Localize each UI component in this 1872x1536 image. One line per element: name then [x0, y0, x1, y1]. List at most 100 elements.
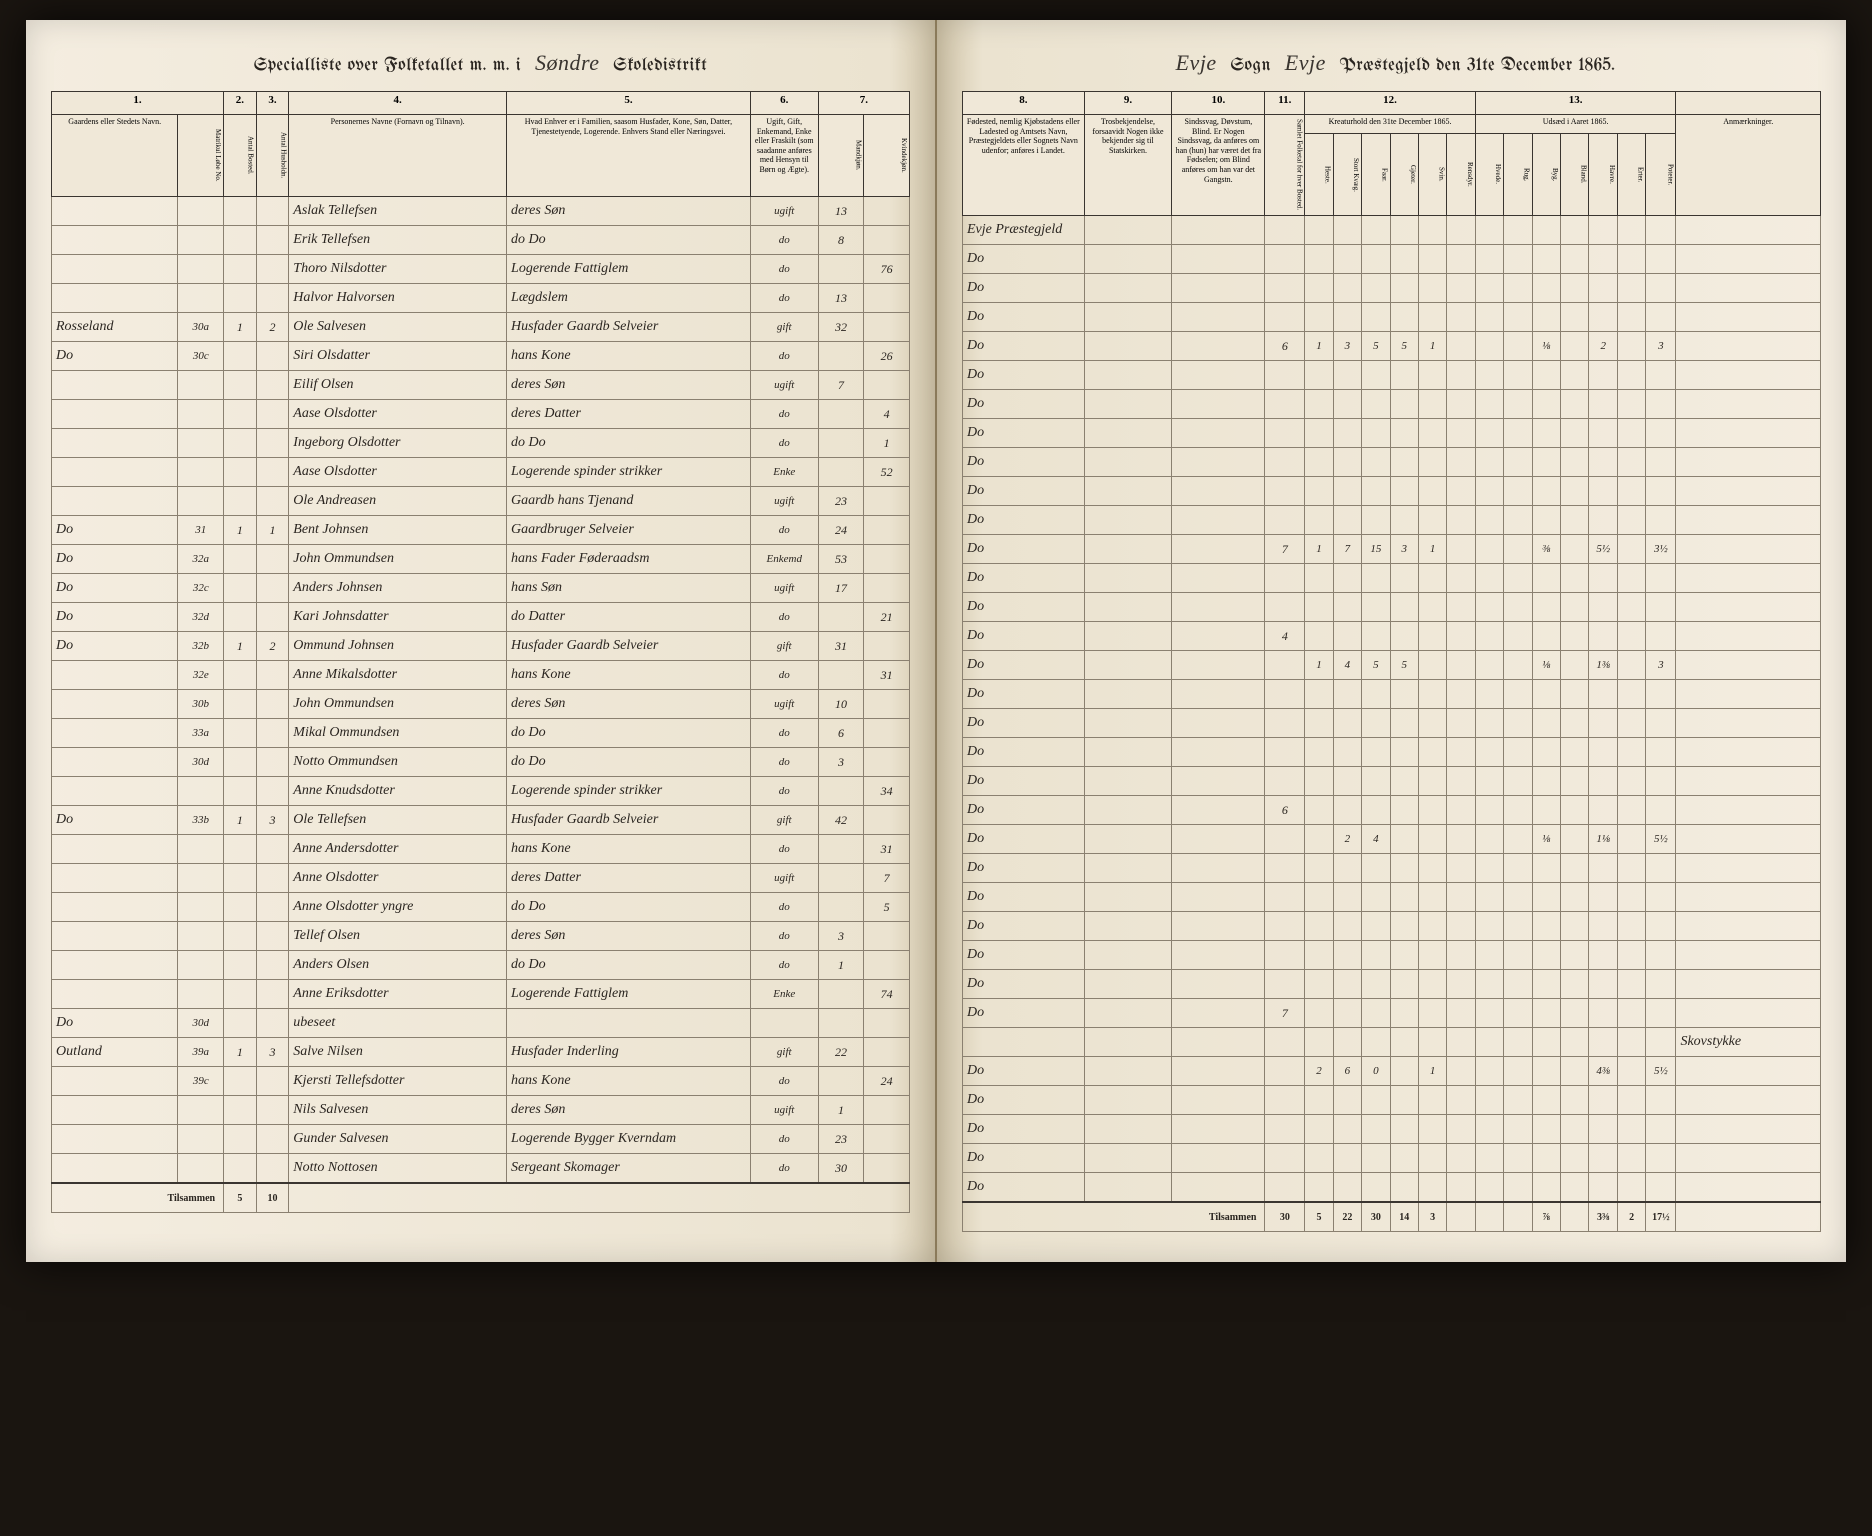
table-row: Do1455⅛1⅜3: [963, 651, 1821, 680]
udsaed-cell: 5½: [1589, 535, 1617, 564]
kreatur-cell: 5: [1362, 332, 1390, 361]
birth-cell: Do: [963, 622, 1085, 651]
age-f-cell: 52: [864, 458, 910, 487]
tu5: 2: [1617, 1202, 1645, 1232]
udsaed-cell: [1532, 941, 1560, 970]
kreatur-cell: 1: [1418, 1057, 1446, 1086]
col7b-label: Kvindekjøn.: [864, 115, 910, 197]
remarks-cell: [1676, 361, 1821, 390]
hh-cell: [256, 255, 289, 284]
left-table: 1. 2. 3. 4. 5. 6. 7. Gaardens eller Sted…: [51, 91, 910, 1213]
udsaed-cell: [1504, 216, 1532, 245]
remarks-cell: [1676, 941, 1821, 970]
disability-cell: [1172, 1144, 1265, 1173]
kreatur-cell: [1305, 593, 1333, 622]
kreatur-cell: [1390, 506, 1418, 535]
kreatur-cell: [1362, 970, 1390, 999]
mat-cell: [178, 458, 224, 487]
kreatur-cell: [1305, 1173, 1333, 1203]
udsaed-cell: [1532, 1086, 1560, 1115]
udsaed-cell: [1561, 738, 1589, 767]
kreatur-cell: [1447, 622, 1475, 651]
faith-cell: [1084, 419, 1172, 448]
civil-cell: ugift: [750, 487, 818, 516]
name-cell: Notto Nottosen: [289, 1154, 507, 1184]
civil-cell: do: [750, 255, 818, 284]
kreatur-cell: [1447, 361, 1475, 390]
udsaed-cell: [1589, 593, 1617, 622]
udsaed-cell: [1646, 796, 1676, 825]
kreatur-cell: [1447, 999, 1475, 1028]
udsaed-cell: [1504, 535, 1532, 564]
gaard-cell: Rosseland: [52, 313, 178, 342]
udsaed-cell: [1475, 448, 1503, 477]
faith-cell: [1084, 535, 1172, 564]
kreatur-cell: [1305, 245, 1333, 274]
faith-cell: [1084, 970, 1172, 999]
remarks-cell: [1676, 1115, 1821, 1144]
civil-cell: do: [750, 1067, 818, 1096]
role-cell: hans Kone: [507, 342, 751, 371]
kreatur-cell: [1305, 709, 1333, 738]
kreatur-cell: [1305, 1086, 1333, 1115]
total-cell: [1265, 1115, 1305, 1144]
udsaed-cell: [1617, 825, 1645, 854]
kreatur-cell: [1333, 738, 1361, 767]
udsaed-cell: [1646, 1173, 1676, 1203]
udsaed-cell: [1532, 245, 1560, 274]
kreatur-cell: [1447, 651, 1475, 680]
udsaed-cell: [1561, 854, 1589, 883]
table-row: Do: [963, 738, 1821, 767]
udsaed-cell: [1646, 941, 1676, 970]
age-m-cell: 53: [818, 545, 864, 574]
name-cell: Erik Tellefsen: [289, 226, 507, 255]
kreatur-cell: [1418, 999, 1446, 1028]
kreatur-cell: [1418, 680, 1446, 709]
udsaed-cell: [1504, 390, 1532, 419]
kreatur-cell: [1418, 303, 1446, 332]
kreatur-cell: [1362, 361, 1390, 390]
mat-cell: [178, 777, 224, 806]
remarks-cell: [1676, 912, 1821, 941]
faith-cell: [1084, 274, 1172, 303]
kreatur-cell: [1333, 1115, 1361, 1144]
gaard-cell: [52, 255, 178, 284]
udsaed-cell: [1617, 709, 1645, 738]
hh-cell: [256, 574, 289, 603]
udsaed-cell: [1532, 477, 1560, 506]
kreatur-cell: 3: [1390, 535, 1418, 564]
kreatur-cell: [1447, 1057, 1475, 1086]
udsaed-cell: [1475, 1115, 1503, 1144]
udsaed-cell: ⅛: [1532, 825, 1560, 854]
age-m-cell: [818, 893, 864, 922]
birth-cell: Do: [963, 564, 1085, 593]
udsaed-cell: [1561, 709, 1589, 738]
udsaed-cell: [1532, 767, 1560, 796]
udsaed-cell: [1617, 1086, 1645, 1115]
gaard-cell: [52, 748, 178, 777]
faith-cell: [1084, 1028, 1172, 1057]
udsaed-cell: ⅛: [1532, 651, 1560, 680]
left-header: Specialliste over Folketallet m. m. i Sø…: [51, 50, 910, 76]
age-m-cell: [818, 429, 864, 458]
praeste-name: Evje: [1277, 50, 1334, 75]
udsaed-cell: [1617, 564, 1645, 593]
disability-cell: [1172, 738, 1265, 767]
table-row: Erik Tellefsendo Dodo8: [52, 226, 910, 255]
hh-cell: [256, 1125, 289, 1154]
hh-cell: [256, 1154, 289, 1184]
kreatur-cell: [1305, 883, 1333, 912]
mat-cell: 32b: [178, 632, 224, 661]
name-cell: Anne Eriksdotter: [289, 980, 507, 1009]
table-row: Anne Olsdotterderes Datterugift7: [52, 864, 910, 893]
birth-cell: [963, 1028, 1085, 1057]
kreatur-cell: [1390, 1115, 1418, 1144]
hh-cell: 2: [256, 313, 289, 342]
col5-label: Hvad Enhver er i Familien, saasom Husfad…: [507, 115, 751, 197]
udsaed-cell: [1532, 999, 1560, 1028]
disability-cell: [1172, 1057, 1265, 1086]
mat-cell: 33a: [178, 719, 224, 748]
faith-cell: [1084, 477, 1172, 506]
left-page: Specialliste over Folketallet m. m. i Sø…: [26, 20, 937, 1262]
kreatur-cell: [1305, 622, 1333, 651]
